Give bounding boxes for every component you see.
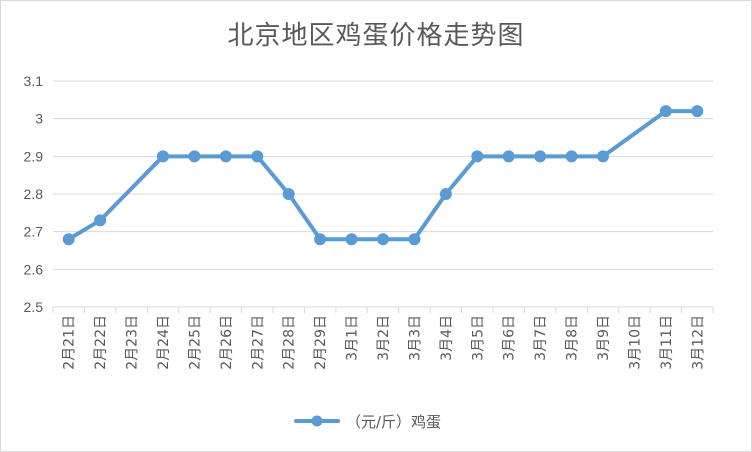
x-tick-label: 3月2日 bbox=[376, 315, 392, 361]
x-tick-label: 2月21日 bbox=[62, 315, 78, 370]
y-tick-label: 2.9 bbox=[24, 148, 44, 164]
data-point bbox=[94, 214, 107, 227]
y-tick-label: 2.7 bbox=[24, 224, 44, 240]
x-tick-label: 3月4日 bbox=[439, 315, 455, 361]
x-tick-label: 3月1日 bbox=[345, 315, 361, 361]
data-point bbox=[565, 150, 578, 163]
series-line bbox=[66, 109, 700, 242]
data-point bbox=[314, 233, 327, 246]
data-point bbox=[377, 233, 389, 246]
legend-label: （元/斤）鸡蛋 bbox=[346, 413, 441, 431]
x-tick-label: 3月11日 bbox=[659, 315, 675, 370]
x-tick-label: 3月12日 bbox=[690, 315, 706, 370]
x-tick-label: 3月5日 bbox=[470, 315, 486, 361]
data-point bbox=[408, 233, 421, 246]
data-point bbox=[345, 233, 358, 246]
data-point bbox=[439, 188, 452, 200]
data-point bbox=[219, 150, 232, 163]
data-point bbox=[62, 233, 75, 246]
y-tick-label: 2.6 bbox=[24, 261, 44, 277]
x-tick-label: 2月22日 bbox=[93, 315, 109, 370]
x-tick-label: 2月26日 bbox=[219, 315, 235, 370]
data-point bbox=[157, 150, 169, 163]
x-tick-label: 3月10日 bbox=[627, 315, 643, 370]
chart-title: 北京地区鸡蛋价格走势图 bbox=[227, 21, 525, 51]
x-tick-label: 2月27日 bbox=[250, 315, 266, 370]
data-point bbox=[251, 150, 264, 163]
x-tick-label: 3月8日 bbox=[565, 315, 581, 361]
data-point bbox=[502, 150, 515, 163]
x-tick-label: 2月28日 bbox=[282, 315, 298, 370]
legend-marker bbox=[311, 415, 323, 427]
data-point bbox=[534, 150, 547, 163]
data-point bbox=[188, 150, 201, 163]
x-tick-label: 3月6日 bbox=[502, 315, 518, 361]
data-point bbox=[597, 150, 609, 163]
data-point bbox=[691, 105, 704, 118]
y-tick-label: 2.8 bbox=[24, 186, 44, 202]
y-tick-label: 2.5 bbox=[24, 299, 44, 315]
x-tick-label: 2月25日 bbox=[187, 315, 203, 370]
x-tick-label: 3月9日 bbox=[596, 315, 612, 361]
x-tick-label: 2月24日 bbox=[156, 315, 172, 370]
x-tick-label: 3月3日 bbox=[407, 315, 423, 361]
x-tick-label: 2月29日 bbox=[313, 315, 329, 370]
x-tick-label: 2月23日 bbox=[125, 315, 141, 370]
data-point bbox=[659, 105, 672, 118]
y-tick-label: 3 bbox=[35, 111, 43, 127]
data-point bbox=[282, 188, 295, 200]
x-tick-label: 3月7日 bbox=[533, 315, 549, 361]
data-point bbox=[471, 150, 484, 163]
y-tick-label: 3.1 bbox=[24, 73, 44, 89]
